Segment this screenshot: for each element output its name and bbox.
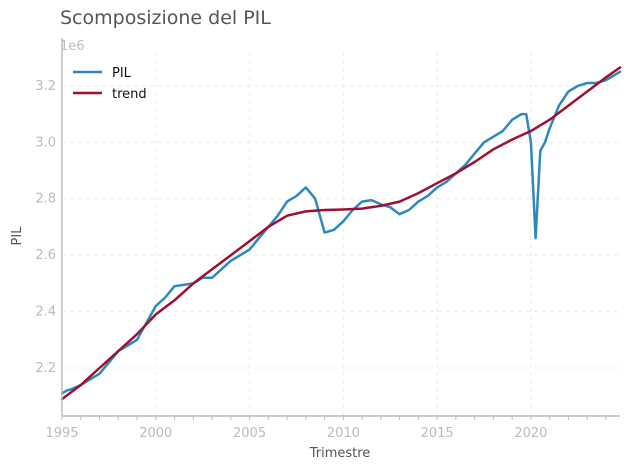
y-tick-label: 3.0 [35,135,56,150]
x-tick-labels: 1995 2000 2005 2010 2015 2020 [45,426,547,441]
series-line-PIL [60,70,622,395]
y-tick-label: 2.8 [35,192,56,207]
legend-label-trend: trend [112,87,147,102]
x-tick-label: 2015 [421,426,454,441]
legend-label-PIL: PIL [112,66,132,81]
x-tick-label: 2010 [327,426,360,441]
x-tick-label: 1995 [45,426,78,441]
x-axis-label: Trimestre [309,446,371,461]
y-scale-label: 1e6 [60,39,85,54]
legend: PIL trend [73,66,147,102]
y-tick-label: 2.6 [35,248,56,263]
x-tick-label: 2020 [514,426,547,441]
series-lines [60,66,622,401]
series-line-trend [60,66,622,401]
x-tick-label: 2000 [139,426,172,441]
x-tick-label: 2005 [233,426,266,441]
y-axis-label: PIL [10,226,25,246]
y-tick-label: 3.2 [35,79,56,94]
x-minor-ticks [61,416,607,420]
y-tick-labels: 2.2 2.4 2.6 2.8 3.0 3.2 [35,79,56,376]
y-tick-label: 2.4 [35,305,56,320]
chart-title: Scomposizione del PIL [60,7,271,29]
y-tick-label: 2.2 [35,361,56,376]
grid [61,52,620,416]
